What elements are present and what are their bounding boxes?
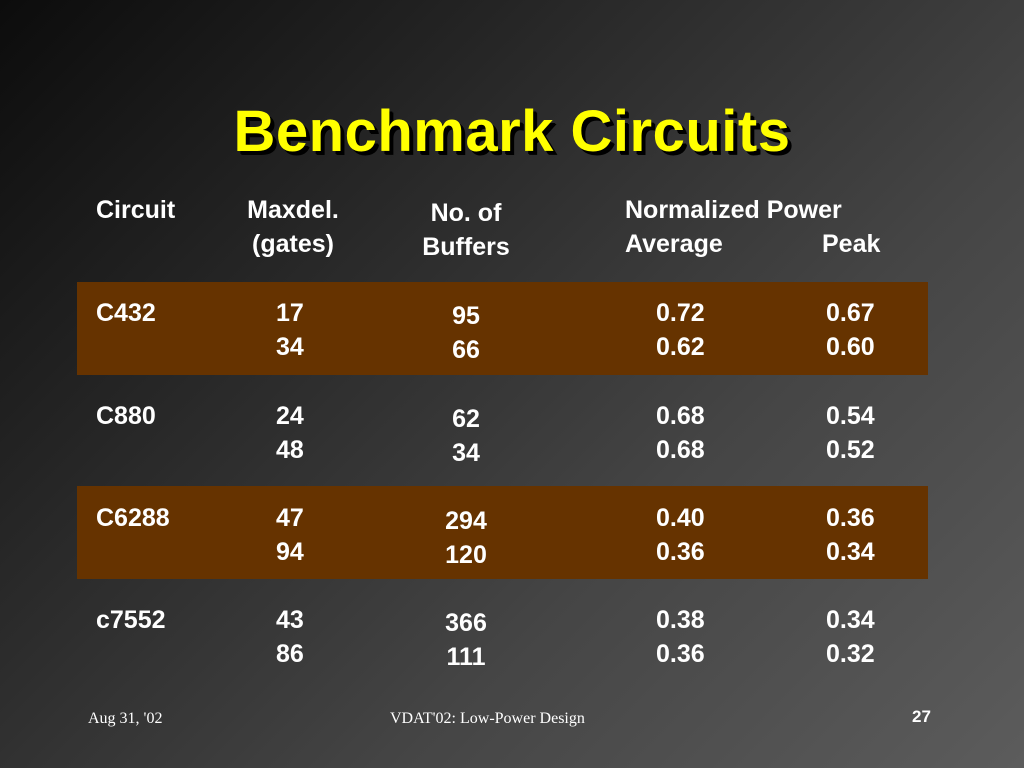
row-c432-buffers-2: 66 xyxy=(452,336,480,364)
row-c880-average-1: 0.68 xyxy=(656,402,705,430)
row-c6288-average-2: 0.36 xyxy=(656,538,705,566)
row-c880-buffers-2: 34 xyxy=(452,439,480,467)
row-c6288-peak-1: 0.36 xyxy=(826,504,875,532)
page-number: 27 xyxy=(912,707,931,726)
header-average: Average xyxy=(625,230,723,258)
row-c6288-peak-2: 0.34 xyxy=(826,538,875,566)
row-c7552-maxdel-1: 43 xyxy=(276,606,304,634)
header-buffers-line2: Buffers xyxy=(422,233,510,261)
row-c6288-average-1: 0.40 xyxy=(656,504,705,532)
row-band-c432 xyxy=(77,282,928,375)
row-c7552-average-2: 0.36 xyxy=(656,640,705,668)
footer-date: Aug 31, '02 xyxy=(88,710,163,727)
row-c6288-circuit: C6288 xyxy=(96,504,170,532)
row-c880-circuit: C880 xyxy=(96,402,156,430)
header-circuit: Circuit xyxy=(96,196,176,224)
row-c880-peak-2: 0.52 xyxy=(826,436,875,464)
row-c880-peak-1: 0.54 xyxy=(826,402,875,430)
row-c7552-peak-2: 0.32 xyxy=(826,640,875,668)
row-c880-maxdel-2: 48 xyxy=(276,436,304,464)
row-c7552-average-1: 0.38 xyxy=(656,606,705,634)
slide-title: Benchmark Circuits xyxy=(233,99,791,164)
row-c880-average-2: 0.68 xyxy=(656,436,705,464)
footer-title: VDAT'02: Low-Power Design xyxy=(390,710,585,727)
row-c7552-buffers-1: 366 xyxy=(445,609,487,637)
row-c7552-circuit: c7552 xyxy=(96,606,166,634)
row-c880-maxdel-1: 24 xyxy=(276,402,304,430)
row-c880-buffers-1: 62 xyxy=(452,405,480,433)
row-c6288-maxdel-1: 47 xyxy=(276,504,304,532)
row-c6288-buffers-2: 120 xyxy=(445,541,487,569)
row-band-c6288 xyxy=(77,486,928,579)
row-c432-buffers-1: 95 xyxy=(452,302,480,330)
row-c432-peak-1: 0.67 xyxy=(826,299,875,327)
row-c432-average-1: 0.72 xyxy=(656,299,705,327)
header-maxdel-line1: Maxdel. xyxy=(247,196,339,224)
row-c432-peak-2: 0.60 xyxy=(826,333,875,361)
row-c7552-buffers-2: 111 xyxy=(446,643,486,671)
row-c6288-buffers-1: 294 xyxy=(445,507,487,535)
row-c7552-peak-1: 0.34 xyxy=(826,606,875,634)
row-c432-maxdel-2: 34 xyxy=(276,333,304,361)
row-c6288-maxdel-2: 94 xyxy=(276,538,304,566)
header-maxdel-line2: (gates) xyxy=(252,230,334,258)
row-c432-average-2: 0.62 xyxy=(656,333,705,361)
row-c432-maxdel-1: 17 xyxy=(276,299,304,327)
header-buffers-line1: No. of xyxy=(430,199,502,227)
row-c7552-maxdel-2: 86 xyxy=(276,640,304,668)
row-c432-circuit: C432 xyxy=(96,299,156,327)
header-peak: Peak xyxy=(822,230,881,258)
header-normalized-power: Normalized Power xyxy=(625,196,842,224)
